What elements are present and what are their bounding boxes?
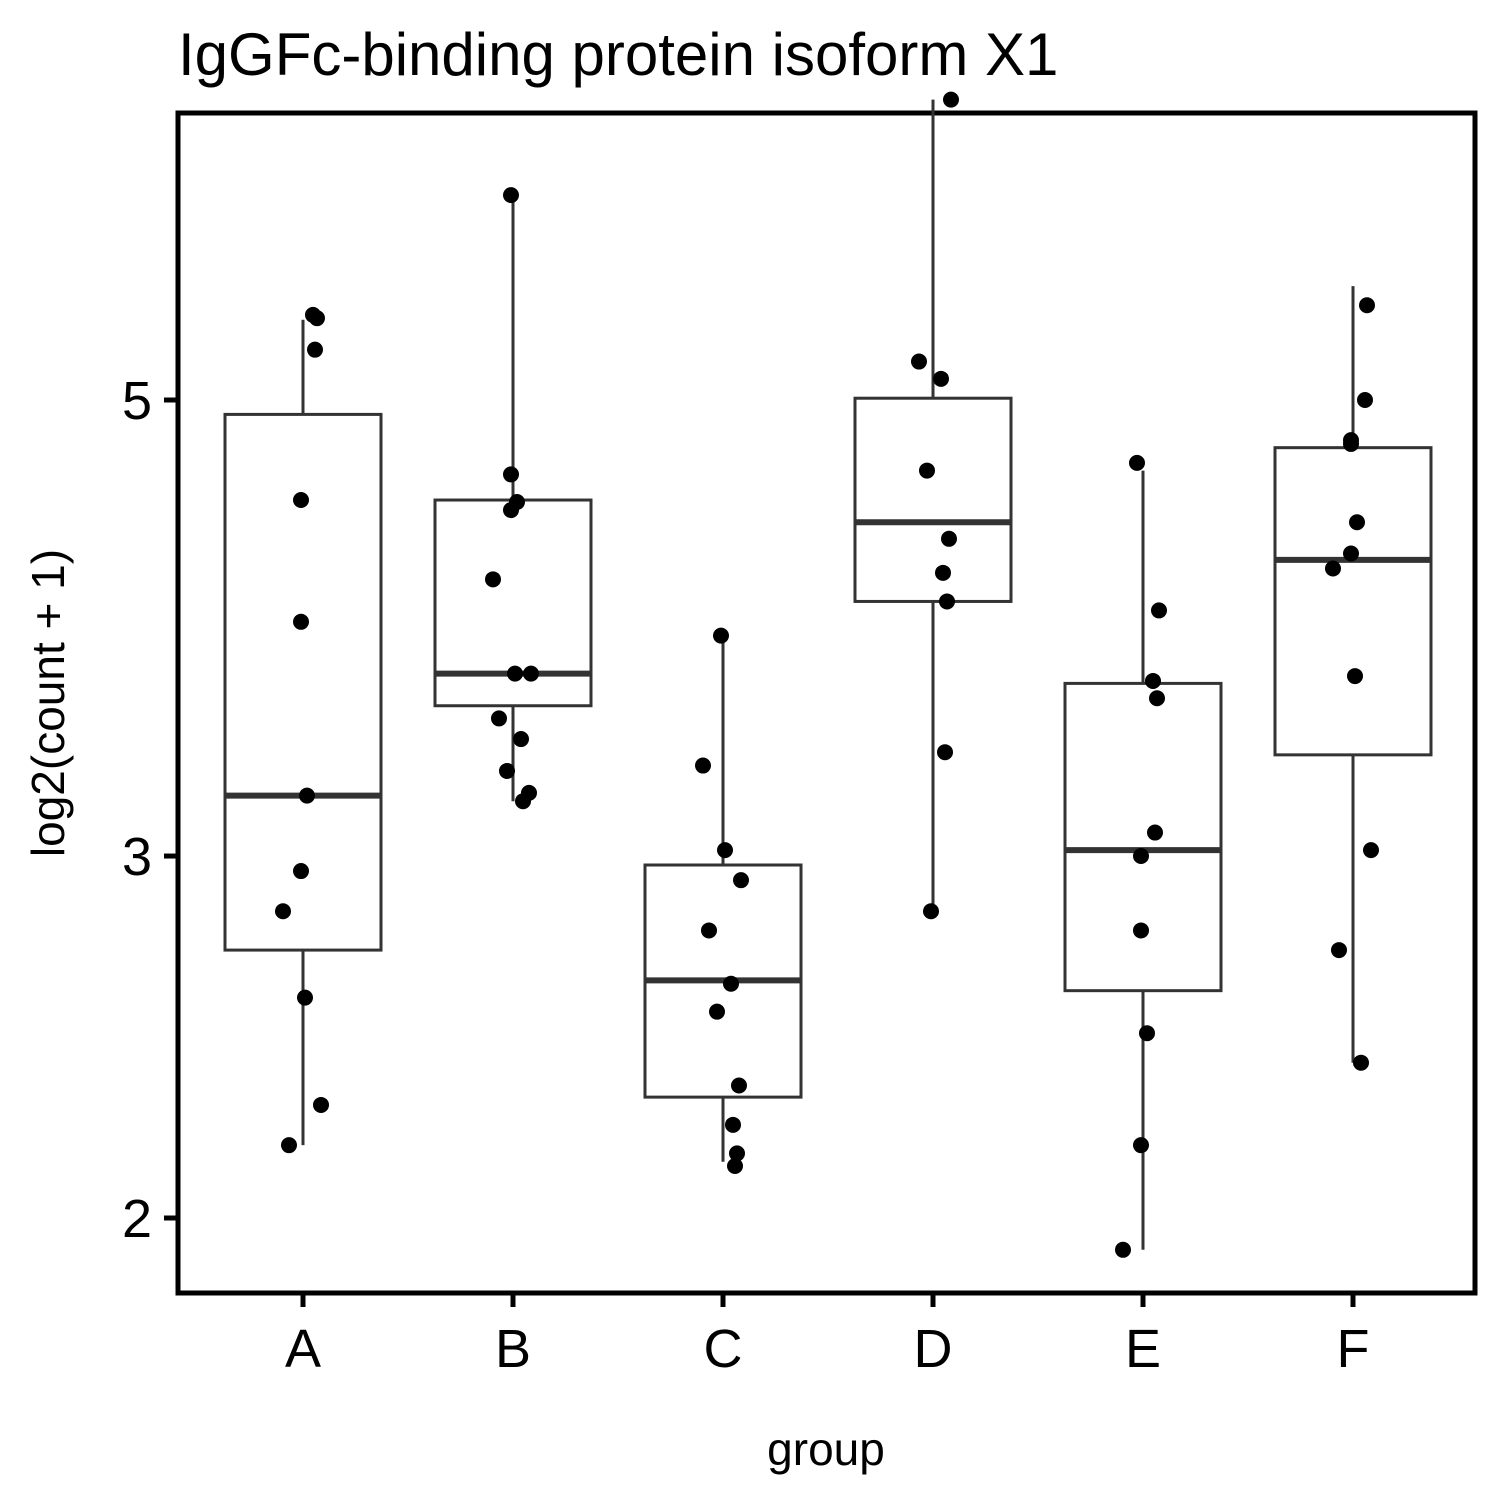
data-point	[731, 1077, 747, 1094]
y-tick-label: 2	[122, 1189, 152, 1249]
data-point	[727, 1157, 743, 1174]
box-group-e	[1063, 470, 1223, 1250]
data-point	[1353, 1054, 1369, 1071]
x-tick-label: C	[704, 1319, 743, 1379]
data-point	[1147, 824, 1163, 841]
x-tick-label: B	[495, 1319, 531, 1379]
x-tick-label: A	[285, 1319, 321, 1379]
box	[1273, 446, 1433, 757]
data-point	[725, 1116, 741, 1133]
y-tick-label: 5	[122, 371, 152, 431]
box-group-f	[1273, 286, 1433, 1063]
data-point	[1149, 690, 1165, 707]
x-tick-label: F	[1337, 1319, 1370, 1379]
data-point	[1139, 1025, 1155, 1042]
x-tick-label: D	[914, 1319, 953, 1379]
chart-title: IgGFc-binding protein isoform X1	[178, 21, 1058, 88]
x-axis-label: group	[767, 1423, 885, 1475]
data-point	[293, 613, 309, 630]
data-point	[1115, 1241, 1131, 1258]
data-point	[1129, 454, 1145, 471]
y-tick-label: 3	[122, 827, 152, 887]
data-point	[919, 462, 935, 479]
data-point	[937, 744, 953, 761]
data-point	[1349, 514, 1365, 531]
data-point	[733, 872, 749, 889]
box	[853, 396, 1013, 603]
data-point	[1347, 668, 1363, 685]
data-point	[275, 903, 291, 920]
data-point	[1331, 942, 1347, 959]
data-point	[515, 793, 531, 810]
data-point	[1325, 560, 1341, 577]
data-point	[307, 341, 323, 358]
data-point	[941, 530, 957, 547]
data-point	[523, 665, 539, 682]
data-point	[297, 989, 313, 1006]
data-point	[299, 787, 315, 804]
data-point	[943, 91, 959, 108]
data-point	[309, 310, 325, 327]
y-axis-label: log2(count + 1)	[22, 549, 74, 857]
data-point	[485, 571, 501, 588]
data-point	[709, 1003, 725, 1020]
plot-area: 2 3 5 A B C D E F	[122, 91, 1478, 1379]
data-point	[1357, 392, 1373, 408]
data-point	[933, 370, 949, 387]
data-point	[513, 731, 529, 748]
data-point	[507, 665, 523, 682]
data-point	[729, 1145, 745, 1162]
data-point	[503, 466, 519, 483]
data-point	[723, 975, 739, 992]
data-point	[935, 564, 951, 581]
box-group-d	[853, 99, 1013, 912]
data-point	[717, 842, 733, 859]
data-point	[499, 762, 515, 779]
data-point	[1133, 922, 1149, 939]
data-point	[1145, 672, 1161, 689]
data-point	[491, 710, 507, 727]
data-point	[281, 1137, 297, 1154]
x-tick-label: E	[1125, 1319, 1161, 1379]
data-point	[713, 627, 729, 644]
data-point	[313, 1096, 329, 1113]
data-point	[1343, 545, 1359, 562]
data-point	[1343, 435, 1359, 452]
data-point	[695, 757, 711, 774]
data-point	[1363, 842, 1379, 859]
box	[1063, 681, 1223, 993]
box-group-a	[223, 319, 383, 1146]
data-point	[503, 502, 519, 519]
data-point	[1133, 848, 1149, 865]
data-point	[293, 863, 309, 880]
data-point	[911, 353, 927, 370]
data-point	[1133, 1137, 1149, 1154]
data-point	[939, 593, 955, 610]
box-group-c	[643, 635, 803, 1162]
data-point	[923, 903, 939, 920]
data-point	[503, 187, 519, 204]
data-point	[1359, 297, 1375, 314]
data-point	[293, 492, 309, 509]
plot-frame	[175, 110, 1478, 1296]
data-point	[1151, 602, 1167, 619]
data-point	[701, 922, 717, 939]
